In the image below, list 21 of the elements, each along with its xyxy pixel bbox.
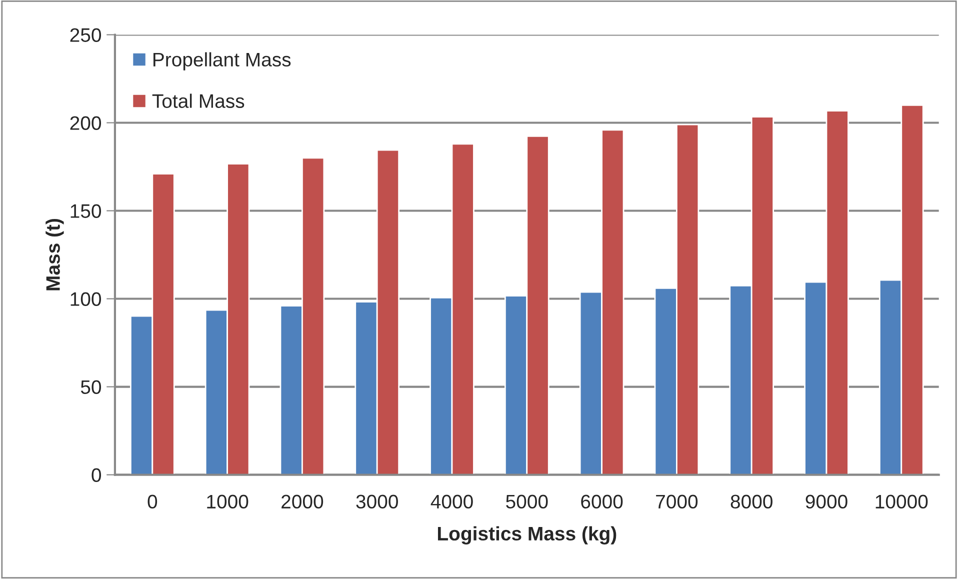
x-tick-label: 7000	[656, 494, 698, 509]
x-tick-label: 0	[148, 494, 158, 509]
x-tick-label: 10000	[876, 494, 928, 509]
x-axis-title: Logistics Mass (kg)	[438, 526, 616, 544]
x-tick-label: 6000	[581, 494, 623, 509]
x-tick-label: 1000	[207, 494, 248, 509]
x-tick-label: 4000	[430, 494, 473, 509]
x-tick-label: 5000	[506, 494, 548, 509]
x-tick-label: 3000	[356, 494, 398, 509]
legend-label: Propellant Mass	[154, 52, 291, 70]
x-tick-label: 8000	[730, 494, 772, 509]
y-tick-label: 100	[70, 292, 102, 306]
y-tick-label: 150	[70, 204, 102, 218]
x-tick-label: 9000	[806, 494, 848, 509]
y-tick-label: 200	[70, 116, 102, 130]
y-tick-label: 50	[80, 380, 102, 394]
x-tick-label: 2000	[282, 494, 324, 509]
y-axis-title: Mass (t)	[46, 218, 64, 290]
legend-label: Total Mass	[152, 94, 244, 108]
y-tick-label: 0	[92, 468, 102, 482]
y-tick-label: 250	[70, 28, 102, 42]
